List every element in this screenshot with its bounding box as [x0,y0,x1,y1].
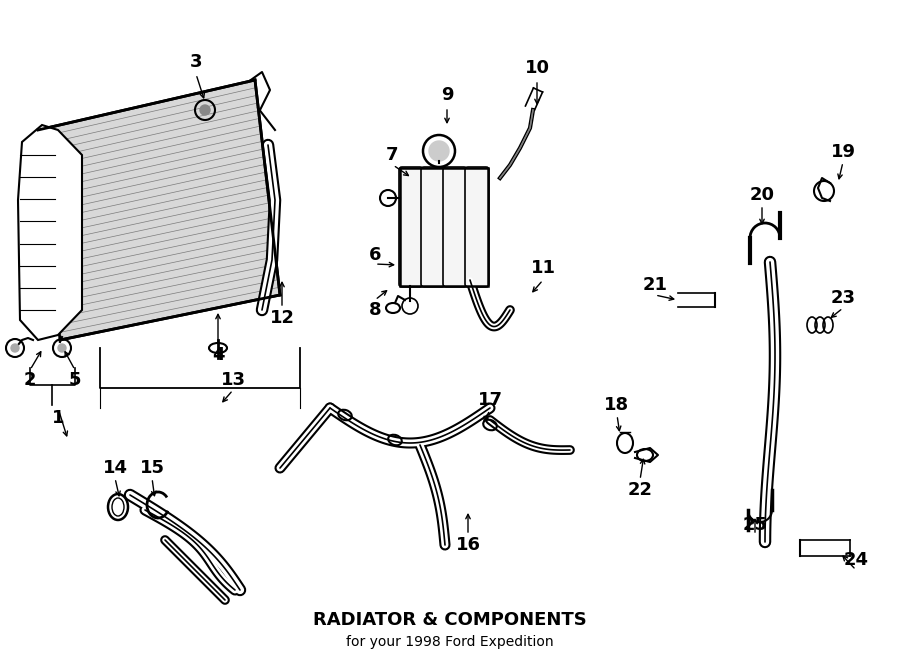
Text: 1: 1 [52,409,64,427]
FancyBboxPatch shape [421,167,445,287]
Text: 18: 18 [605,396,630,414]
Text: 16: 16 [455,536,481,554]
Circle shape [429,141,449,161]
Text: 21: 21 [643,276,668,294]
Text: 23: 23 [831,289,856,307]
Text: 7: 7 [386,146,398,164]
Text: RADIATOR & COMPONENTS: RADIATOR & COMPONENTS [313,611,587,629]
Text: 2: 2 [23,371,36,389]
FancyBboxPatch shape [443,167,467,287]
Text: 3: 3 [190,53,203,71]
Text: 8: 8 [369,301,382,319]
Circle shape [200,105,210,115]
Text: 13: 13 [220,371,246,389]
Circle shape [58,344,66,352]
Text: 5: 5 [68,371,81,389]
Polygon shape [38,80,280,340]
Text: 14: 14 [103,459,128,477]
Text: for your 1998 Ford Expedition: for your 1998 Ford Expedition [346,635,554,649]
Polygon shape [18,125,82,340]
Text: 22: 22 [627,481,652,499]
Text: 12: 12 [269,309,294,327]
Text: 6: 6 [369,246,382,264]
Text: 24: 24 [843,551,868,569]
Text: 10: 10 [525,59,550,77]
Text: 17: 17 [478,391,502,409]
Text: 11: 11 [530,259,555,277]
Circle shape [11,344,19,352]
Text: 4: 4 [212,346,224,364]
FancyBboxPatch shape [465,167,489,287]
Text: 9: 9 [441,86,454,104]
Text: 15: 15 [140,459,165,477]
Text: 20: 20 [750,186,775,204]
Text: 19: 19 [831,143,856,161]
FancyBboxPatch shape [399,167,423,287]
Text: 25: 25 [742,516,768,534]
